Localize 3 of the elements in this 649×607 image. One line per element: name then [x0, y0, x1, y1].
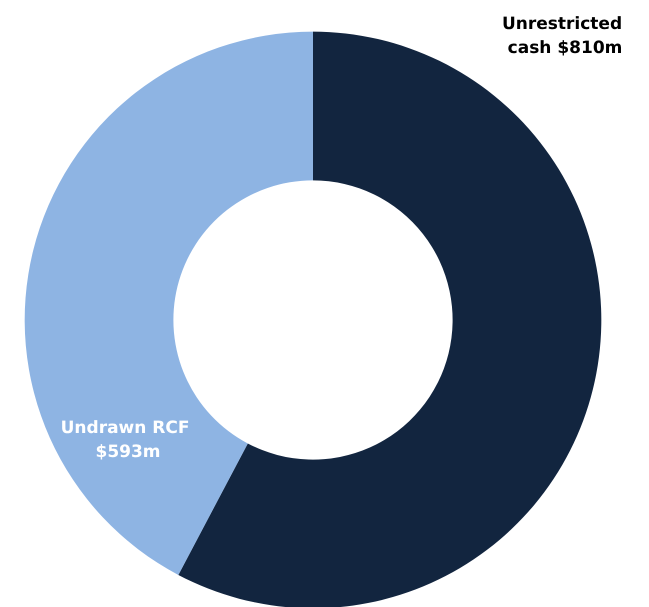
data-label: $593m — [95, 442, 161, 462]
slice-label: Undrawn RCF — [60, 418, 196, 438]
slice-label: Unrestricted cash $810m — [502, 14, 628, 58]
